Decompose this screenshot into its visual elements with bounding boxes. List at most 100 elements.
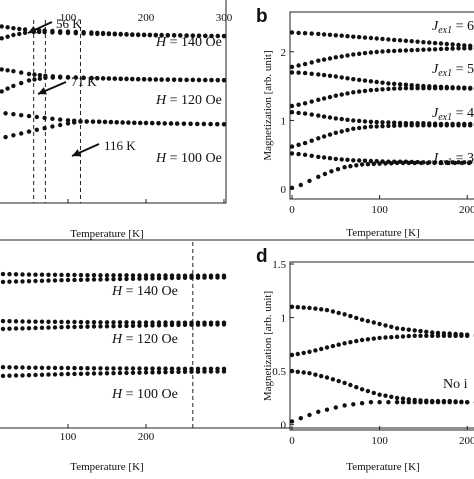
data-point xyxy=(58,117,62,121)
data-point xyxy=(427,123,431,127)
data-point xyxy=(342,403,346,407)
data-point xyxy=(462,46,466,50)
data-point xyxy=(85,320,89,324)
data-point xyxy=(150,276,154,280)
data-point xyxy=(7,327,11,331)
data-point xyxy=(351,35,355,39)
data-point xyxy=(72,278,76,282)
data-point xyxy=(395,400,399,404)
data-point xyxy=(11,112,15,116)
data-point xyxy=(302,370,306,374)
y-tick-label: 0 xyxy=(281,184,287,196)
data-point xyxy=(209,369,213,373)
x-tick-label: 100 xyxy=(371,435,388,447)
data-point xyxy=(418,334,422,338)
series-label: Jex1 = 4. xyxy=(432,106,474,123)
data-point xyxy=(303,62,307,66)
data-point xyxy=(85,325,89,329)
data-point xyxy=(316,410,320,414)
data-point xyxy=(445,47,449,51)
data-point xyxy=(351,52,355,56)
data-point xyxy=(111,277,115,281)
data-point xyxy=(59,366,63,370)
data-point xyxy=(439,47,443,51)
data-point xyxy=(183,370,187,374)
data-point xyxy=(465,334,469,338)
data-point xyxy=(328,115,332,119)
data-point xyxy=(307,371,311,375)
y-tick-label: 2 xyxy=(281,47,287,59)
data-point xyxy=(369,120,373,124)
data-point xyxy=(296,103,300,107)
data-point xyxy=(7,272,11,276)
data-point xyxy=(46,320,50,324)
data-point xyxy=(357,158,361,162)
data-point xyxy=(319,347,323,351)
data-point xyxy=(380,81,384,85)
data-point xyxy=(322,96,326,100)
data-point xyxy=(418,400,422,404)
data-point xyxy=(66,320,70,324)
data-point xyxy=(366,389,370,393)
data-point xyxy=(42,116,46,120)
data-point xyxy=(11,26,15,30)
y-tick-label: 1 xyxy=(281,313,287,325)
x-axis-title: Temperature [K] xyxy=(346,227,419,239)
data-point xyxy=(386,81,390,85)
data-point xyxy=(340,92,344,96)
data-point xyxy=(111,371,115,375)
data-point xyxy=(404,39,408,43)
data-point xyxy=(79,320,83,324)
data-point xyxy=(351,127,355,131)
data-point xyxy=(439,41,443,45)
data-point xyxy=(130,77,134,81)
data-point xyxy=(215,275,219,279)
data-point xyxy=(322,155,326,159)
data-point xyxy=(14,272,18,276)
data-point xyxy=(392,86,396,90)
data-point xyxy=(66,325,70,329)
data-point xyxy=(79,372,83,376)
data-point xyxy=(59,278,63,282)
data-point xyxy=(19,131,23,135)
data-point xyxy=(144,370,148,374)
data-point xyxy=(7,365,11,369)
data-point xyxy=(392,49,396,53)
x-tick-label: 100 xyxy=(60,431,77,443)
data-point xyxy=(351,158,355,162)
data-point xyxy=(415,48,419,52)
data-point xyxy=(72,325,76,329)
data-point xyxy=(331,377,335,381)
data-point xyxy=(189,323,193,327)
data-point xyxy=(398,123,402,127)
data-point xyxy=(163,276,167,280)
data-point xyxy=(319,307,323,311)
data-point xyxy=(345,34,349,38)
data-point xyxy=(222,122,226,126)
y-axis-title: Magnetization [arb. unit] xyxy=(262,291,274,401)
data-point xyxy=(325,408,329,412)
data-point xyxy=(407,161,411,165)
data-point xyxy=(316,72,320,76)
data-point xyxy=(386,124,390,128)
data-point xyxy=(410,123,414,127)
data-point xyxy=(329,169,333,173)
data-point xyxy=(386,87,390,91)
data-point xyxy=(176,276,180,280)
data-point xyxy=(319,374,323,378)
data-point xyxy=(115,120,119,124)
data-point xyxy=(325,308,329,312)
data-point xyxy=(386,37,390,41)
data-point xyxy=(357,78,361,82)
data-point xyxy=(386,49,390,53)
data-point xyxy=(345,76,349,80)
data-point xyxy=(351,77,355,81)
data-point xyxy=(189,370,193,374)
data-point xyxy=(316,32,320,36)
data-point xyxy=(33,279,37,283)
axes-frame xyxy=(290,262,474,430)
data-point xyxy=(5,25,9,29)
data-point xyxy=(92,273,96,277)
data-point xyxy=(310,31,314,35)
data-point xyxy=(118,366,122,370)
